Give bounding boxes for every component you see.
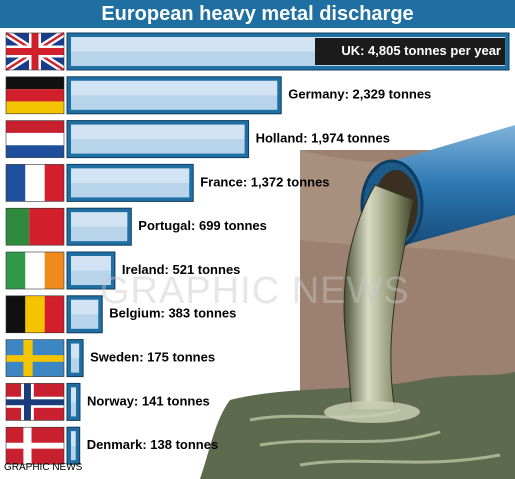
bar-sweden xyxy=(66,339,84,378)
data-label-holland: Holland: 1,974 tonnes xyxy=(256,131,390,146)
data-label-belgium: Belgium: 383 tonnes xyxy=(109,306,236,321)
data-label-sweden: Sweden: 175 tonnes xyxy=(90,350,215,365)
bar-ireland xyxy=(66,251,116,290)
chart-title: European heavy metal discharge xyxy=(101,3,414,25)
data-label-portugal: Portugal: 699 tonnes xyxy=(138,218,267,233)
data-label-uk: UK: 4,805 tonnes per year xyxy=(341,43,501,58)
flags-group xyxy=(4,30,66,465)
bar-portugal xyxy=(66,207,132,246)
splash xyxy=(324,401,420,423)
france-flag xyxy=(5,164,65,202)
bar-france xyxy=(66,163,194,202)
holland-flag xyxy=(5,120,65,158)
belgium-flag xyxy=(5,295,65,334)
water-surface xyxy=(200,372,515,479)
credit-text: GRAPHIC NEWS xyxy=(4,462,83,473)
bar-holland xyxy=(66,120,250,159)
bar-denmark xyxy=(66,426,81,465)
data-label-france: France: 1,372 tonnes xyxy=(200,174,329,189)
data-label-germany: Germany: 2,329 tonnes xyxy=(288,87,431,102)
watermark: GRAPHIC NEWS xyxy=(100,270,410,312)
uk-label-backing xyxy=(315,38,505,65)
denmark-flag xyxy=(5,426,65,465)
bar-norway xyxy=(66,382,81,421)
bar-belgium xyxy=(66,295,103,334)
bars-group xyxy=(66,32,510,465)
uk-flag xyxy=(4,30,66,73)
norway-flag xyxy=(5,383,65,421)
germany-flag xyxy=(5,76,65,115)
ireland-flag xyxy=(5,251,65,290)
title-bar xyxy=(0,0,515,28)
data-labels-group: UK: 4,805 tonnes per year Germany: 2,329 … xyxy=(87,38,505,452)
data-label-norway: Norway: 141 tonnes xyxy=(87,393,210,408)
data-label-ireland: Ireland: 521 tonnes xyxy=(122,262,240,277)
portugal-flag xyxy=(5,207,65,246)
sweden-flag xyxy=(5,339,65,377)
bar-germany xyxy=(66,76,282,115)
data-label-denmark: Denmark: 138 tonnes xyxy=(87,437,219,452)
